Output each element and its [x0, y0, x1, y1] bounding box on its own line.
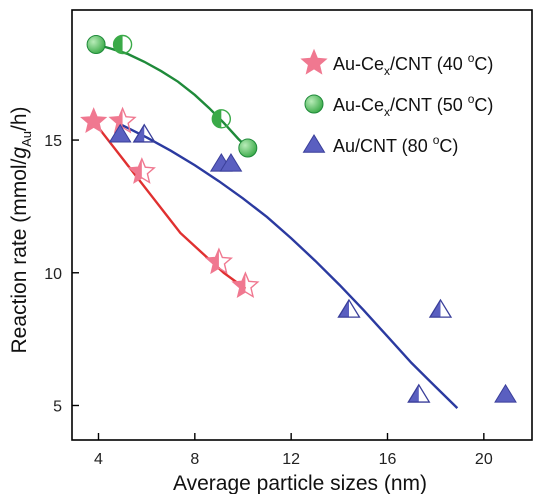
x-axis-label: Average particle sizes (nm)	[173, 472, 427, 494]
legend-marker	[302, 134, 326, 153]
x-tick-label: 4	[94, 451, 103, 468]
legend-item-circle: Au-Cex/CNT (50 oC)	[304, 92, 493, 119]
data-point-triangle	[407, 383, 431, 403]
data-point-circle	[238, 138, 258, 158]
legend-marker	[304, 94, 324, 114]
x-tick-label: 8	[190, 451, 199, 468]
data-point-triangle	[132, 123, 156, 143]
y-tick-label: 15	[44, 133, 62, 150]
data-point-star	[80, 107, 108, 134]
data-point-star	[231, 271, 260, 299]
y-tick-label: 5	[53, 398, 62, 415]
y-tick-label: 10	[44, 266, 62, 283]
data-point-triangle	[494, 383, 517, 403]
y-axis-label: Reaction rate (mmol/gAu/h)	[8, 106, 34, 353]
legend-label: Au-Cex/CNT (50 oC)	[333, 92, 493, 119]
x-tick-label: 16	[379, 451, 397, 468]
data-point-circle	[112, 34, 133, 55]
legend-item-star: Au-Cex/CNT (40 oC)	[300, 48, 493, 78]
data-point-circle	[86, 35, 106, 55]
fit-line-triangle	[119, 123, 459, 410]
legend-item-triangle: Au/CNT (80 oC)	[302, 133, 458, 156]
data-point-triangle	[337, 298, 361, 318]
data-point-triangle	[108, 123, 132, 143]
data-point-triangle	[219, 152, 243, 172]
legend-label: Au/CNT (80 oC)	[333, 133, 458, 156]
plot-frame	[71, 9, 533, 441]
data-point-star	[204, 247, 234, 275]
data-point-star	[127, 157, 156, 184]
fit-line-star	[92, 120, 247, 290]
legend-label: Au-Cex/CNT (40 oC)	[333, 51, 493, 78]
data-point-triangle	[428, 298, 453, 318]
data-point-circle	[211, 109, 232, 129]
x-tick-label: 12	[282, 451, 300, 468]
x-tick-label: 20	[475, 451, 493, 468]
legend-marker	[300, 48, 328, 75]
